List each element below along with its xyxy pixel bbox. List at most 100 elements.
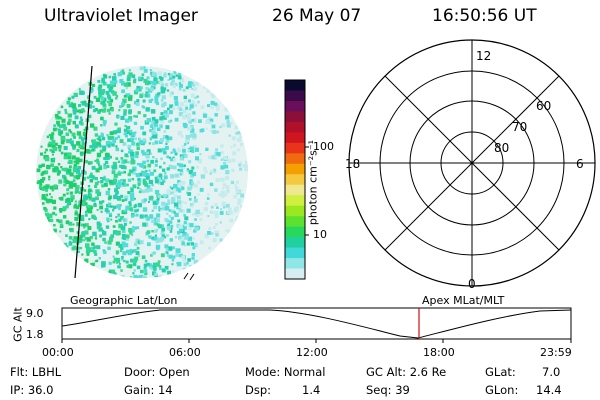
uv-pixel — [94, 245, 98, 249]
uv-pixel — [123, 237, 126, 241]
uv-pixel — [48, 134, 51, 136]
uv-pixel — [58, 149, 62, 152]
uv-pixel — [63, 215, 67, 219]
uv-pixel — [80, 101, 83, 104]
uv-pixel — [122, 71, 125, 75]
uv-pixel — [176, 205, 181, 210]
uv-pixel — [232, 158, 236, 163]
uv-pixel — [133, 78, 137, 82]
uv-pixel — [151, 72, 157, 77]
uv-pixel — [166, 89, 170, 92]
uv-pixel — [221, 201, 226, 206]
uv-pixel — [225, 185, 230, 190]
uv-pixel — [81, 201, 87, 207]
colorbar-segment — [285, 247, 305, 259]
uv-pixel — [81, 253, 84, 256]
uv-pixel — [123, 159, 128, 164]
uv-pixel — [73, 170, 76, 173]
instrument-title: Ultraviolet Imager — [44, 6, 198, 26]
uv-pixel — [115, 157, 119, 160]
uv-pixel — [101, 108, 106, 113]
uv-pixel — [148, 263, 153, 267]
uv-pixel — [123, 128, 128, 132]
uv-pixel — [45, 193, 49, 197]
uv-pixel — [123, 209, 126, 213]
uv-pixel — [93, 249, 97, 254]
uv-pixel — [126, 77, 131, 82]
uv-pixel — [191, 181, 194, 184]
uv-pixel — [152, 236, 157, 241]
uv-pixel — [134, 209, 138, 213]
uv-pixel — [214, 203, 218, 206]
uv-pixel — [89, 179, 94, 183]
uv-pixel — [117, 160, 121, 163]
uv-pixel — [156, 228, 159, 231]
uv-pixel — [77, 213, 81, 217]
uv-pixel — [77, 222, 80, 225]
uv-pixel — [235, 219, 238, 222]
uv-pixel — [44, 197, 48, 201]
uv-pixel — [83, 128, 87, 132]
uv-pixel — [191, 253, 195, 257]
left-panel-caption: Geographic Lat/Lon — [70, 294, 178, 307]
uv-pixel — [142, 99, 146, 103]
uv-pixel — [100, 210, 103, 213]
uv-pixel — [68, 181, 74, 186]
uv-pixel — [193, 183, 198, 188]
uv-pixel — [242, 164, 246, 168]
uv-pixel — [157, 260, 161, 264]
uv-pixel — [185, 135, 190, 140]
uv-pixel — [76, 185, 80, 189]
uv-pixel — [91, 139, 94, 143]
uv-pixel — [212, 154, 217, 160]
uv-pixel — [154, 176, 158, 180]
uv-pixel — [177, 231, 181, 235]
uv-pixel — [181, 156, 184, 159]
uv-pixel — [97, 137, 101, 140]
uv-pixel — [107, 219, 110, 223]
uv-pixel — [151, 209, 154, 212]
uv-pixel — [49, 148, 53, 152]
uv-pixel — [145, 154, 150, 159]
uv-pixel — [131, 177, 135, 181]
uv-pixel — [113, 272, 117, 276]
uv-pixel — [63, 242, 68, 247]
uv-pixel — [40, 152, 44, 156]
uv-pixel — [103, 250, 107, 254]
glat-label: GLat: — [485, 365, 516, 379]
uv-pixel — [219, 238, 223, 242]
uv-pixel — [168, 120, 171, 123]
uv-pixel — [107, 135, 111, 140]
uv-pixel — [176, 105, 181, 110]
uv-pixel — [122, 179, 126, 183]
uv-pixel — [175, 253, 179, 257]
uv-pixel — [108, 102, 113, 107]
uv-pixel — [79, 158, 83, 163]
uv-pixel — [194, 103, 198, 107]
uv-pixel — [130, 259, 134, 263]
uv-pixel — [79, 234, 83, 239]
uv-pixel — [43, 185, 46, 188]
uv-pixel — [71, 247, 75, 251]
uv-pixel — [109, 239, 112, 242]
uv-pixel — [153, 127, 156, 130]
uv-pixel — [45, 209, 48, 212]
uv-pixel — [57, 110, 61, 114]
uv-pixel — [81, 146, 85, 150]
uv-pixel — [151, 120, 156, 125]
timeline-xtick: 00:00 — [42, 346, 74, 359]
uv-pixel — [187, 258, 191, 262]
uv-pixel — [141, 149, 145, 154]
uv-pixel — [117, 213, 120, 217]
uv-pixel — [98, 166, 103, 170]
uv-pixel — [116, 204, 121, 209]
uv-pixel — [121, 164, 126, 169]
uv-pixel — [112, 130, 118, 135]
uv-pixel — [187, 83, 192, 88]
uv-pixel — [64, 184, 67, 187]
uv-pixel — [156, 223, 160, 227]
uv-pixel — [92, 105, 95, 108]
uv-pixel — [81, 223, 84, 227]
uv-pixel — [147, 242, 151, 247]
uv-pixel — [144, 217, 148, 220]
